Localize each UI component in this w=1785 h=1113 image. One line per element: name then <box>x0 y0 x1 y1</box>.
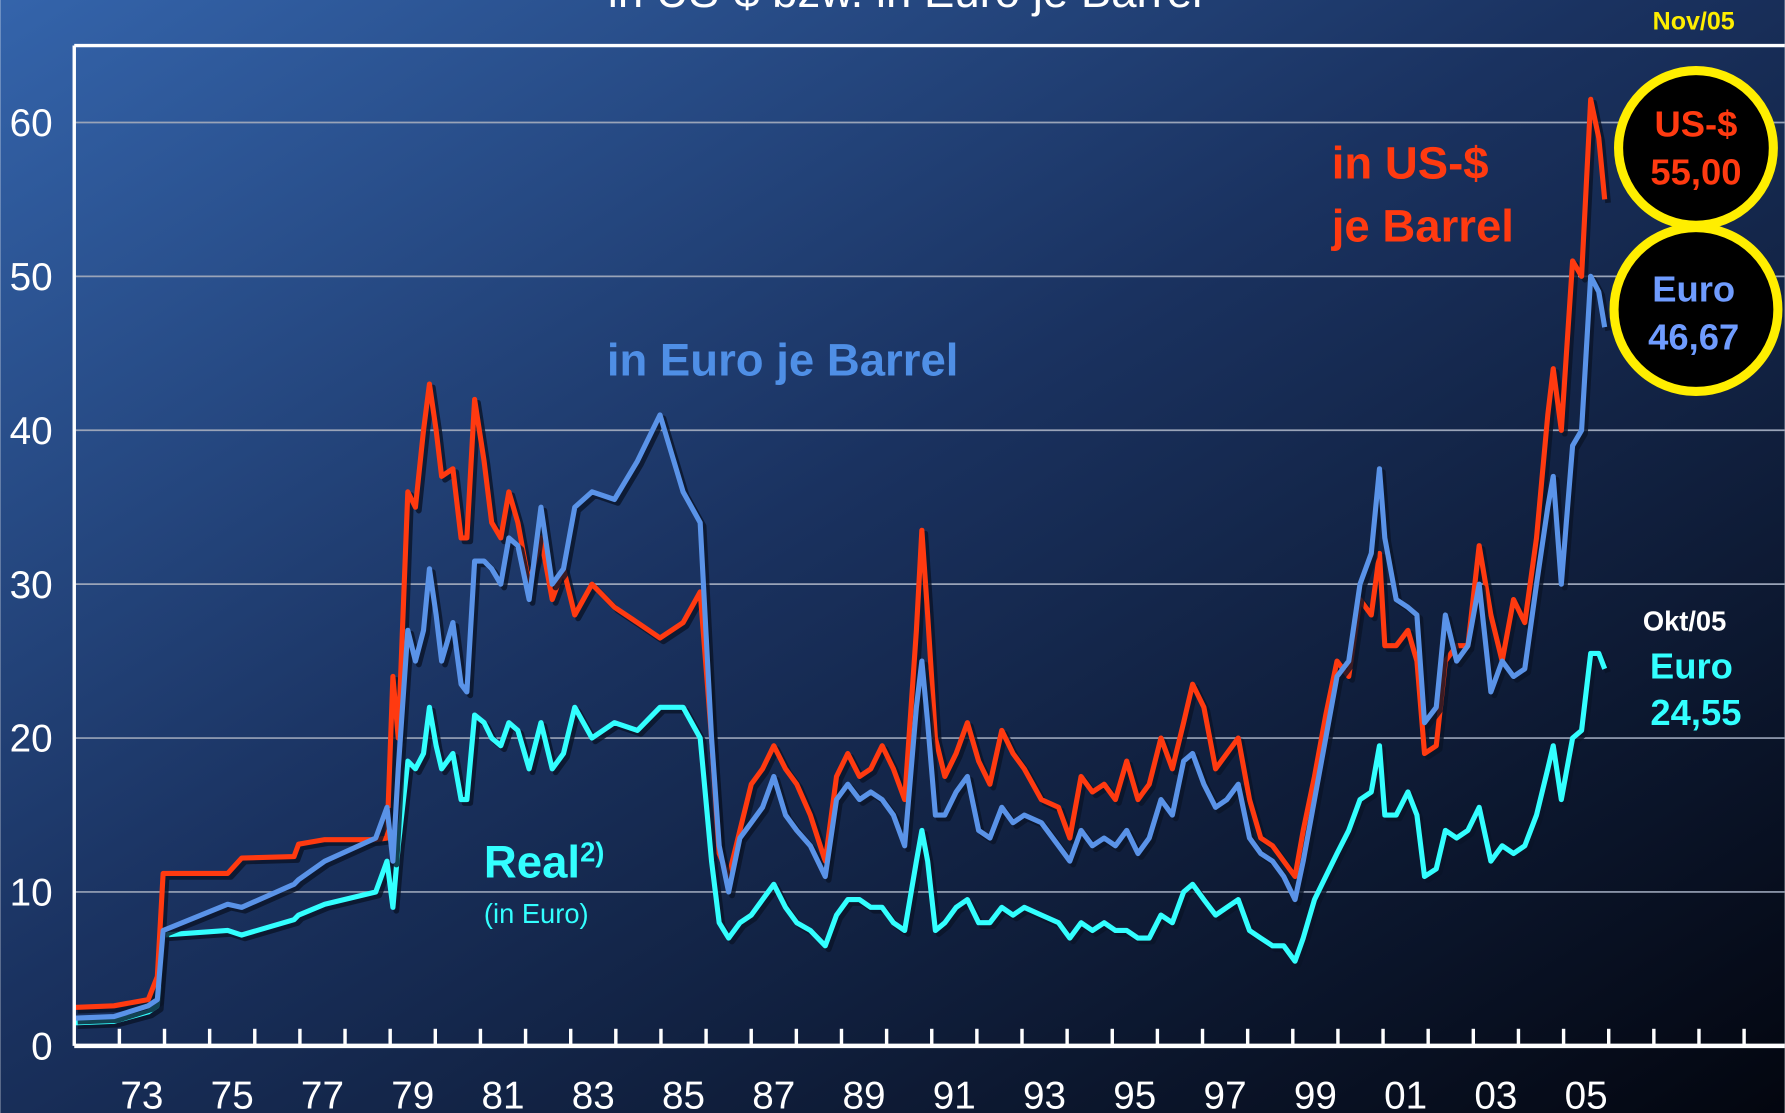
x-tick-label: 83 <box>572 1074 615 1113</box>
usd-box: 55,00 <box>1650 151 1741 192</box>
real-sub: (in Euro) <box>484 898 589 929</box>
line <box>74 650 1608 1026</box>
y-tick-label: 50 <box>10 256 53 299</box>
real-note: 2) <box>580 836 604 867</box>
y-tick-label: 60 <box>10 102 53 145</box>
euro-box: Euro <box>1652 269 1735 310</box>
x-tick-label: 05 <box>1565 1074 1608 1113</box>
line-shadow <box>77 654 1611 1030</box>
real-label: Real2) <box>484 836 604 887</box>
y-tick-label: 0 <box>31 1026 53 1069</box>
real-box: 24,55 <box>1650 692 1741 733</box>
x-tick-label: 03 <box>1474 1074 1517 1113</box>
highlight-circle <box>1614 66 1778 230</box>
y-tick-label: 40 <box>10 410 53 453</box>
x-tick-label: 93 <box>1023 1074 1066 1113</box>
x-tick-label: 89 <box>843 1074 886 1113</box>
x-tick-label: 81 <box>481 1074 524 1113</box>
line <box>74 273 1608 1021</box>
usd-box: US-$ <box>1654 104 1737 145</box>
euro-label: in Euro je Barrel <box>607 335 959 386</box>
real-label-text: Real <box>484 836 580 887</box>
x-tick-label: 75 <box>211 1074 254 1113</box>
date-label: Nov/05 <box>1653 8 1735 36</box>
x-tick-label: 73 <box>120 1074 163 1113</box>
chart-title: in US-$ bzw. in Euro je Barrel <box>608 0 1202 17</box>
y-tick-label: 30 <box>10 564 53 607</box>
line <box>74 96 1608 1010</box>
x-tick-label: 87 <box>752 1074 795 1113</box>
x-tick-label: 79 <box>391 1074 434 1113</box>
x-tick-label: 85 <box>662 1074 705 1113</box>
x-tick-label: 01 <box>1384 1074 1427 1113</box>
x-tick-label: 99 <box>1294 1074 1337 1113</box>
highlight-circle <box>1609 223 1783 397</box>
euro-box: 46,67 <box>1648 316 1739 357</box>
y-tick-label: 10 <box>10 872 53 915</box>
x-tick-label: 95 <box>1113 1074 1156 1113</box>
y-tick-label: 20 <box>10 718 53 761</box>
usd-label: je Barrel <box>1331 200 1514 251</box>
x-tick-label: 97 <box>1204 1074 1247 1113</box>
date-label: Okt/05 <box>1643 605 1726 636</box>
real-box: Euro <box>1650 645 1733 686</box>
x-tick-label: 77 <box>301 1074 344 1113</box>
x-tick-label: 91 <box>933 1074 976 1113</box>
usd-label: in US-$ <box>1332 138 1489 189</box>
